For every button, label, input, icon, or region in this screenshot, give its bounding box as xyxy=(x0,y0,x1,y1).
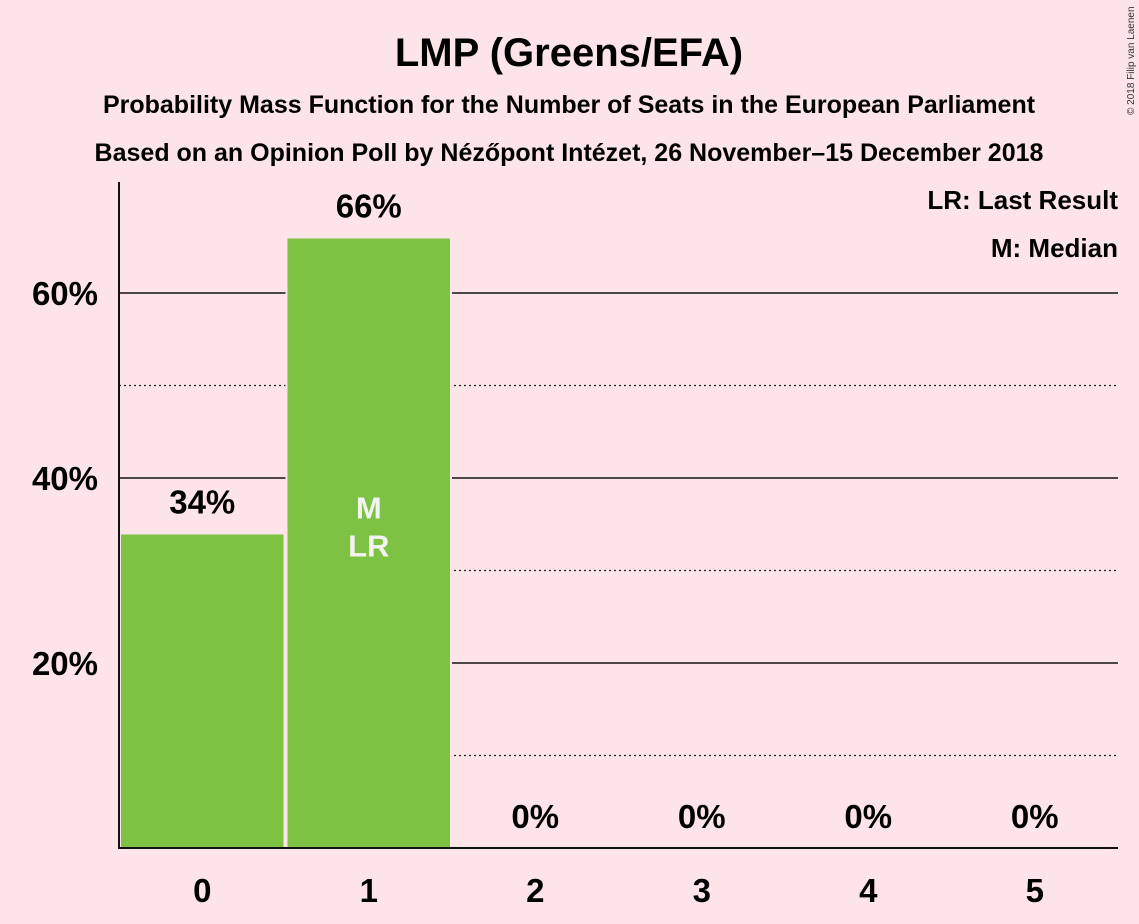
x-tick-label: 0 xyxy=(193,872,211,909)
data-label: 66% xyxy=(336,188,402,225)
legend-last-result: LR: Last Result xyxy=(927,185,1118,215)
data-label: 0% xyxy=(1011,798,1059,835)
data-label: 34% xyxy=(169,484,235,521)
data-labels: 34% 66% MLR 0% 0% 0% 0% xyxy=(169,188,1058,836)
x-tick-label: 5 xyxy=(1026,872,1044,909)
copyright-notice: © 2018 Filip van Laenen xyxy=(1126,6,1137,115)
chart-title: LMP (Greens/EFA) xyxy=(395,31,743,75)
data-label: 0% xyxy=(678,798,726,835)
x-tick-label: 4 xyxy=(859,872,878,909)
legend-median: M: Median xyxy=(991,233,1118,263)
data-label: 0% xyxy=(844,798,892,835)
bar xyxy=(119,532,286,849)
x-tick-label: 1 xyxy=(360,872,378,909)
chart-subtitle-poll: Based on an Opinion Poll by Nézőpont Int… xyxy=(95,139,1044,167)
median-marker: M xyxy=(356,491,382,526)
chart-subtitle: Probability Mass Function for the Number… xyxy=(103,91,1036,119)
y-tick-label: 20% xyxy=(32,645,98,682)
last-result-marker: LR xyxy=(348,529,389,564)
bars xyxy=(119,236,452,849)
data-label: 0% xyxy=(511,798,559,835)
axes: 20% 40% 60% 0 1 2 3 4 5 xyxy=(32,182,1118,909)
y-tick-label: 60% xyxy=(32,275,98,312)
bar xyxy=(285,236,452,849)
y-tick-label: 40% xyxy=(32,460,98,497)
x-tick-label: 2 xyxy=(526,872,544,909)
x-tick-label: 3 xyxy=(693,872,711,909)
